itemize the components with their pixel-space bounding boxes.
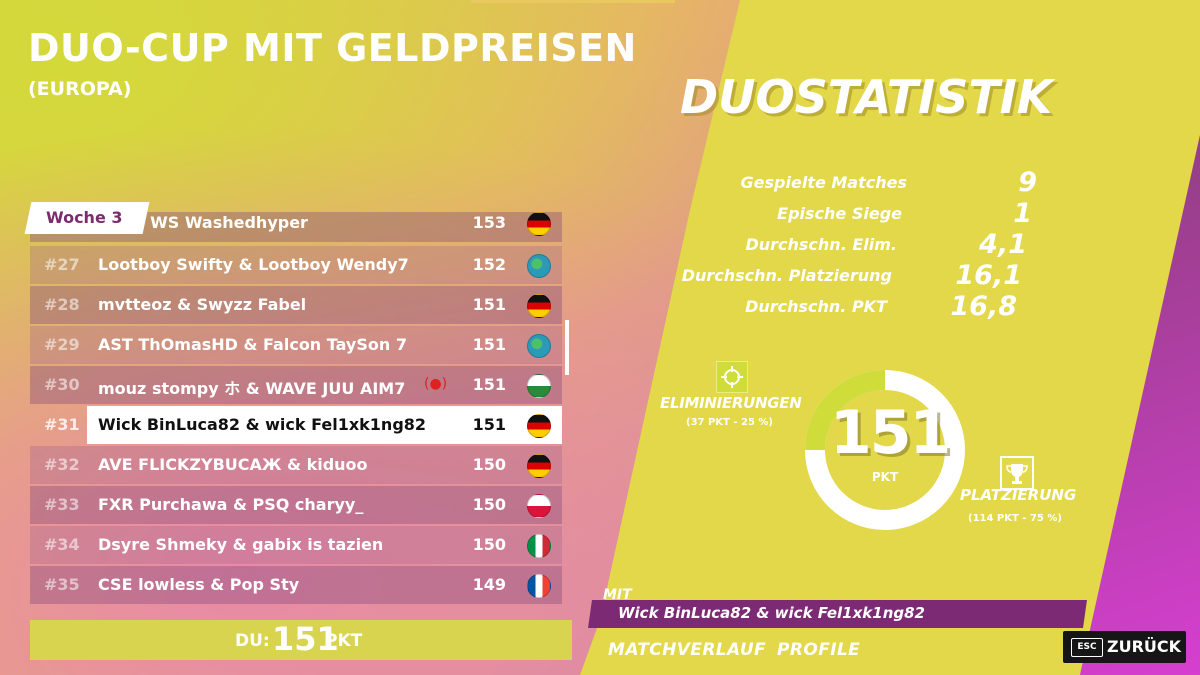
your-score-label: DU: bbox=[235, 631, 270, 651]
team-names: mouz stompy ホ & WAVE JUU AIM7 bbox=[98, 379, 406, 398]
your-score-value: 151 bbox=[272, 620, 339, 658]
stat-label: Gespielte Matches bbox=[740, 173, 907, 192]
your-score-bar: DU: 151 PKT bbox=[30, 620, 572, 660]
tab-profile[interactable]: PROFILE bbox=[777, 640, 861, 660]
table-row[interactable]: #28 mvtteoz & Swyzz Fabel 151 bbox=[30, 286, 562, 324]
team-names: Dsyre Shmeky & gabix is tazien bbox=[98, 535, 384, 554]
team-names: CSE lowless & Pop Sty bbox=[98, 575, 300, 594]
rank: #27 bbox=[44, 255, 80, 274]
trophy-icon bbox=[1000, 456, 1034, 490]
team-points: 151 bbox=[472, 375, 506, 394]
rank: #30 bbox=[44, 375, 80, 394]
stat-value: 16,8 bbox=[950, 291, 1017, 322]
table-row[interactable]: #29 AST ThOmasHD & Falcon TaySon 7 151 bbox=[30, 326, 562, 364]
team-names: AST ThOmasHD & Falcon TaySon 7 bbox=[98, 335, 407, 354]
week-tab-label: Woche 3 bbox=[46, 208, 123, 227]
stat-label: Durchschn. PKT bbox=[745, 297, 887, 316]
current-team-rank: #31 bbox=[44, 415, 80, 434]
team-points: 149 bbox=[472, 575, 506, 594]
team-points: 151 bbox=[472, 295, 506, 314]
stat-row: Epische Siege 1 bbox=[692, 198, 1052, 229]
stat-value: 9 bbox=[1018, 167, 1037, 198]
team-points: 151 bbox=[472, 335, 506, 354]
globe-icon bbox=[527, 334, 551, 358]
stat-row: Durchschn. Platzierung 16,1 bbox=[681, 260, 1042, 291]
germany-flag-icon bbox=[527, 414, 551, 438]
table-row[interactable]: #35 CSE lowless & Pop Sty 149 bbox=[30, 566, 562, 604]
placement-label: PLATZIERUNG bbox=[960, 486, 1077, 504]
your-score-unit: PKT bbox=[325, 631, 363, 651]
rank: #35 bbox=[44, 575, 80, 594]
team-names: FXR Purchawa & PSQ charyy_ bbox=[98, 495, 364, 514]
cup-region: (EUROPA) bbox=[28, 78, 132, 100]
germany-flag-icon bbox=[527, 454, 551, 478]
stat-row: Gespielte Matches 9 bbox=[697, 167, 1057, 198]
team-points: 150 bbox=[472, 535, 506, 554]
team-points: 150 bbox=[472, 495, 506, 514]
live-record-icon[interactable]: (●) bbox=[424, 376, 448, 392]
leaderboard-scrollbar[interactable] bbox=[565, 320, 569, 375]
team-names: AVE FLICKZYBUCAЖ & kiduoo bbox=[98, 455, 368, 474]
table-row[interactable]: #34 Dsyre Shmeky & gabix is tazien 150 bbox=[30, 526, 562, 564]
teammates-names: Wick BinLuca82 & wick Fel1xk1ng82 bbox=[618, 604, 925, 622]
rank: #33 bbox=[44, 495, 80, 514]
germany-flag-icon bbox=[527, 294, 551, 318]
germany-flag-icon bbox=[527, 212, 551, 236]
globe-icon bbox=[527, 254, 551, 278]
points-ring-chart bbox=[805, 370, 965, 530]
rank: #32 bbox=[44, 455, 80, 474]
eliminations-label: ELIMINIERUNGEN bbox=[660, 394, 802, 412]
rank: #34 bbox=[44, 535, 80, 554]
team-points: 150 bbox=[472, 455, 506, 474]
leaderboard[interactable]: …o & WS Washedhyper 153 #27 Lootboy Swif… bbox=[30, 212, 572, 607]
stat-value: 4,1 bbox=[979, 229, 1027, 260]
stat-label: Durchschn. Elim. bbox=[745, 235, 897, 254]
team-names: Wick BinLuca82 & wick Fel1xk1ng82 bbox=[98, 415, 427, 434]
esc-key-icon: ESC bbox=[1071, 638, 1103, 657]
top-accent-strip bbox=[470, 0, 675, 3]
week-tab[interactable]: Woche 3 bbox=[24, 202, 150, 234]
france-flag-icon bbox=[527, 574, 551, 598]
table-row[interactable]: #32 AVE FLICKZYBUCAЖ & kiduoo 150 bbox=[30, 446, 562, 484]
team-names: Lootboy Swifty & Lootboy Wendy7 bbox=[98, 255, 409, 274]
stat-value: 16,1 bbox=[955, 260, 1022, 291]
team-points: 152 bbox=[472, 255, 506, 274]
wales-flag-icon bbox=[527, 374, 551, 398]
rank: #28 bbox=[44, 295, 80, 314]
team-points: 153 bbox=[472, 213, 506, 232]
back-button-label: ZURÜCK bbox=[1107, 637, 1182, 656]
poland-flag-icon bbox=[527, 494, 551, 518]
stat-label: Epische Siege bbox=[777, 204, 902, 223]
back-button[interactable]: ESC ZURÜCK bbox=[1063, 631, 1186, 663]
italy-flag-icon bbox=[527, 534, 551, 558]
ring-unit: PKT bbox=[871, 470, 899, 484]
stats-title: DUOSTATISTIK bbox=[680, 70, 1053, 124]
team-names: …o & WS Washedhyper bbox=[98, 213, 308, 232]
table-row[interactable]: #33 FXR Purchawa & PSQ charyy_ 150 bbox=[30, 486, 562, 524]
stat-value: 1 bbox=[1013, 198, 1032, 229]
team-names: mvtteoz & Swyzz Fabel bbox=[98, 295, 307, 314]
table-row-current-team[interactable]: Wick BinLuca82 & wick Fel1xk1ng82 151 bbox=[87, 406, 562, 444]
eliminations-subtext: (37 PKT - 25 %) bbox=[686, 417, 773, 428]
eliminations-ring-segment bbox=[805, 370, 965, 530]
crosshair-icon bbox=[716, 361, 748, 393]
rank: #29 bbox=[44, 335, 80, 354]
stat-label: Durchschn. Platzierung bbox=[681, 266, 892, 285]
teammates-label: MIT bbox=[603, 587, 632, 603]
ring-score: 151 bbox=[830, 398, 951, 468]
tab-match-history[interactable]: MATCHVERLAUF bbox=[608, 640, 767, 660]
table-row[interactable]: #27 Lootboy Swifty & Lootboy Wendy7 152 bbox=[30, 246, 562, 284]
team-points: 151 bbox=[472, 415, 506, 434]
stat-row: Durchschn. Elim. 4,1 bbox=[687, 229, 1047, 260]
stat-row: Durchschn. PKT 16,8 bbox=[677, 291, 1037, 322]
cup-title: DUO-CUP MIT GELDPREISEN bbox=[28, 26, 637, 70]
placement-subtext: (114 PKT - 75 %) bbox=[968, 513, 1062, 524]
table-row[interactable]: #30 mouz stompy ホ & WAVE JUU AIM7 (●) 15… bbox=[30, 366, 562, 404]
